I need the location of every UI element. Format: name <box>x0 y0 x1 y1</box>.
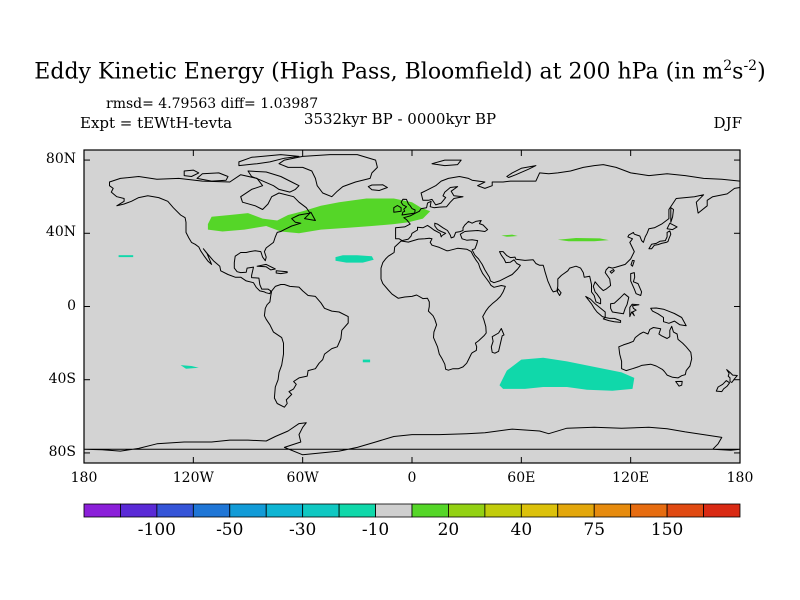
colorbar-box <box>484 503 522 518</box>
lat-label: 40N <box>45 224 76 241</box>
coastline-new-zealand-south <box>715 380 731 393</box>
tick-layer <box>83 150 741 463</box>
lat-label: 80N <box>45 151 76 168</box>
lon-label: 60E <box>507 470 536 486</box>
lon-label: 60W <box>286 470 319 486</box>
colorbar-box <box>666 503 704 518</box>
colorbar-box <box>156 503 194 518</box>
coastline-cuba <box>256 263 276 271</box>
coastline-ireland <box>393 205 402 213</box>
lon-label: 180 <box>70 470 98 486</box>
anomaly-layer <box>118 198 635 391</box>
coastline-japan <box>648 230 672 250</box>
coastline-britain <box>400 198 416 216</box>
colorbar-label: 150 <box>650 520 684 540</box>
coastline-australia <box>618 325 693 379</box>
map-background <box>84 150 740 463</box>
title-superscript-2: -2 <box>743 58 758 74</box>
colorbar-box <box>302 503 340 518</box>
lon-label: 120E <box>612 470 650 486</box>
coastline-sulawesi <box>629 303 640 318</box>
anomaly-south-pacific-spot <box>180 365 199 369</box>
colorbar-label: -30 <box>288 520 317 540</box>
coastline-java <box>602 317 622 323</box>
coastline-hokkaido <box>666 222 678 231</box>
colorbar-box <box>192 503 231 518</box>
season-label: DJF <box>713 114 742 132</box>
coastline-south-america <box>263 284 349 408</box>
colorbar-box <box>448 503 486 518</box>
anomaly-asia-jet-east <box>557 238 609 242</box>
experiment-label: Expt = tEWtH-tevta <box>80 114 233 132</box>
coastline-sri-lanka <box>556 288 562 296</box>
coastline-philippines <box>630 272 643 296</box>
coastline-tasmania <box>675 380 683 387</box>
colorbar-label: -50 <box>216 520 244 540</box>
colorbar-box <box>265 503 304 518</box>
coastline-africa <box>380 237 506 371</box>
colorbar-label: 40 <box>510 520 533 540</box>
colorbar-box <box>557 503 595 518</box>
anomaly-southern-indian-ocean <box>499 357 635 391</box>
chart-title: Eddy Kinetic Energy (High Pass, Bloomfie… <box>0 58 800 84</box>
coastline-baffin-island <box>247 170 300 193</box>
colorbar-box <box>338 503 376 518</box>
colorbar-box <box>375 503 413 518</box>
coastline-new-guinea <box>650 307 687 327</box>
coastline-newfoundland <box>304 211 316 221</box>
colorbar <box>83 503 741 518</box>
colorbar-box <box>120 503 158 518</box>
coastline-new-zealand-north <box>726 369 738 383</box>
colorbar-box <box>520 503 559 518</box>
lon-label: 0 <box>407 470 417 486</box>
anomaly-east-pacific-spot <box>118 255 134 258</box>
coastline-sakhalin <box>670 207 674 223</box>
period-label: 3532kyr BP - 0000kyr BP <box>303 110 497 128</box>
coastline-antarctica <box>83 422 741 456</box>
colorbar-box <box>229 503 267 518</box>
stats-text: rmsd= 4.79563 diff= 1.03987 <box>106 96 319 112</box>
coastline-ellesmere-island <box>238 154 300 167</box>
colorbar-box <box>703 503 741 518</box>
coastline-taiwan <box>630 259 635 267</box>
coastline-banks-island <box>183 169 200 177</box>
title-close: ) <box>757 59 766 85</box>
coastline-eurasia <box>395 164 741 305</box>
coastline-greenland <box>278 154 378 198</box>
coastline-hainan <box>609 269 615 274</box>
lon-label: 180 <box>726 470 754 486</box>
coastline-north-america <box>109 174 311 295</box>
title-superscript-1: 2 <box>723 58 733 74</box>
colorbar-box <box>411 503 449 518</box>
title-main: Eddy Kinetic Energy (High Pass, Bloomfie… <box>34 59 724 85</box>
coastline-iceland <box>367 184 388 191</box>
lon-label: 120W <box>172 470 214 486</box>
anomaly-asia-jet-west <box>501 234 518 237</box>
coastline-hispaniola <box>275 270 288 275</box>
coastline-victoria-island <box>196 172 229 182</box>
anomaly-north-america-atlantic <box>207 198 431 234</box>
colorbar-label: 20 <box>437 520 460 540</box>
coastline-borneo <box>610 293 630 315</box>
lat-label: 0 <box>67 297 76 314</box>
colorbar-label: 75 <box>583 520 606 540</box>
coastline-svalbard <box>431 159 462 167</box>
anomaly-south-atlantic-spot <box>362 359 371 363</box>
coastline-layer <box>83 154 741 456</box>
coastline-novaya-zemlya <box>506 165 537 178</box>
colorbar-box <box>83 503 121 518</box>
colorbar-label: -10 <box>361 520 390 540</box>
colorbar-box <box>630 503 668 518</box>
lat-label: 40S <box>48 370 76 387</box>
colorbar-box <box>593 503 632 518</box>
coastline-madagascar <box>490 328 505 354</box>
anomaly-mid-atlantic-blob <box>335 255 374 263</box>
colorbar-label: -100 <box>137 520 176 540</box>
title-mid: s <box>732 59 744 85</box>
lat-label: 80S <box>48 443 76 460</box>
